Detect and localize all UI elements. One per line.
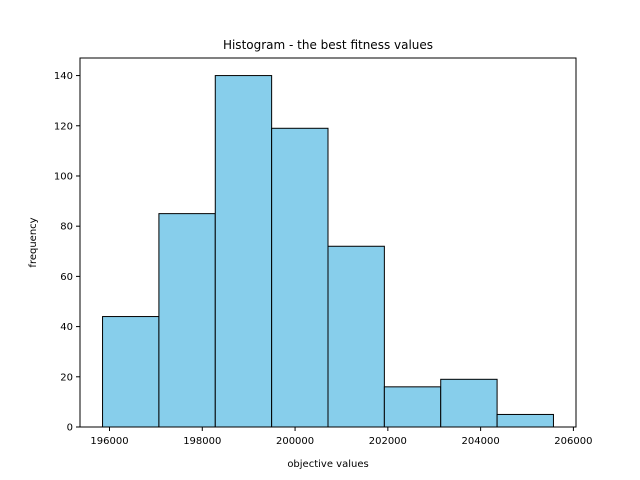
y-tick-label: 80 xyxy=(60,222,73,233)
histogram-bar xyxy=(158,213,216,428)
histogram-bar xyxy=(271,127,329,428)
histogram-bar xyxy=(383,386,442,428)
x-tick-label: 202000 xyxy=(369,436,407,447)
histogram-bar xyxy=(327,245,385,428)
y-tick-label: 20 xyxy=(60,372,73,383)
histogram-bar xyxy=(102,316,160,428)
y-tick-label: 0 xyxy=(67,423,73,434)
histogram-bar xyxy=(496,413,554,428)
x-axis-label: objective values xyxy=(287,459,368,470)
x-tick-label: 196000 xyxy=(90,436,128,447)
chart-title: Histogram - the best fitness values xyxy=(223,38,433,52)
y-tick-label: 140 xyxy=(54,71,73,82)
y-axis-ticks: 0 20 40 60 80 100 120 140 xyxy=(54,71,80,434)
y-tick-label: 60 xyxy=(60,272,73,283)
y-tick-label: 40 xyxy=(60,322,73,333)
histogram-bar xyxy=(214,75,273,428)
y-tick-label: 120 xyxy=(54,121,73,132)
x-tick-label: 204000 xyxy=(462,436,500,447)
x-tick-label: 206000 xyxy=(554,436,592,447)
y-tick-label: 100 xyxy=(54,171,73,182)
x-tick-label: 200000 xyxy=(276,436,314,447)
x-axis-ticks: 196000 198000 200000 202000 204000 206000 xyxy=(90,427,592,447)
plot-frame xyxy=(79,57,577,428)
bars-group xyxy=(102,75,554,428)
x-tick-label: 198000 xyxy=(183,436,221,447)
histogram-bar xyxy=(440,378,498,428)
y-axis-label: frequency xyxy=(28,217,39,267)
